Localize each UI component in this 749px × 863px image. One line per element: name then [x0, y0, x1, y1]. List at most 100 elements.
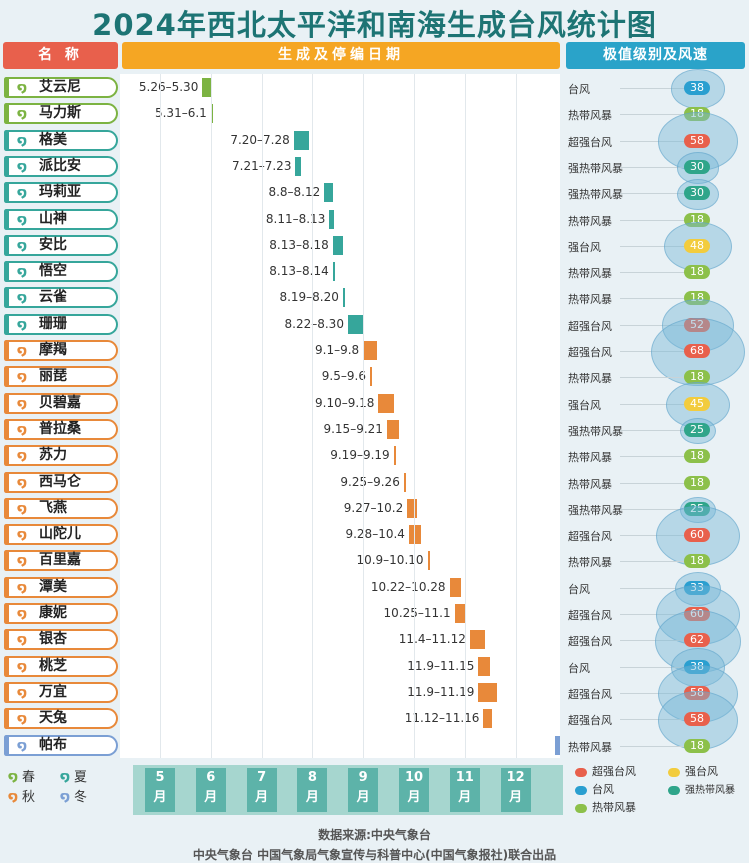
level-label: 台风 [568, 83, 590, 96]
level-label: 超强台风 [568, 714, 612, 728]
leader-line [620, 666, 690, 668]
table-row: ໑ 山陀儿 9.28–10.4 超强台风 60 [0, 505, 749, 567]
season-legend-item: ໑冬 [60, 786, 87, 805]
wind-speed: 48 [684, 238, 710, 253]
leader-line [620, 508, 690, 510]
season-legend-item: ໑春 [8, 766, 35, 785]
leader-line [620, 193, 690, 195]
level-legend-item: 热带风暴 [575, 799, 636, 815]
typhoon-icon: ໑ [17, 107, 28, 123]
typhoon-icon: ໑ [17, 370, 28, 386]
level-label: 强热带风暴 [568, 503, 623, 517]
table-row: ໑ 悟空 8.13–8.14 热带风暴 18 [0, 259, 749, 285]
table-row: ໑ 艾云尼 5.26–5.30 台风 38 [0, 69, 749, 109]
typhoon-icon: ໑ [17, 81, 28, 96]
chart-title: 2024年西北太平洋和南海生成台风统计图 [92, 8, 657, 42]
level-legend-item: 台风 [575, 781, 614, 797]
date-label: 8.8–8.12 [268, 185, 321, 200]
duration-bar [293, 130, 309, 150]
typhoon-name: ໑ 银杏 [4, 629, 118, 651]
name-label: 山神 [39, 210, 67, 227]
duration-bar [342, 288, 345, 308]
season-label: 冬 [74, 790, 88, 805]
typhoon-icon: ໑ [17, 238, 28, 254]
leader-line [620, 324, 690, 326]
typhoon-name: ໑ 万宜 [4, 681, 118, 703]
date-label: 10.25–11.1 [383, 606, 451, 620]
leader-line [620, 456, 690, 458]
typhoon-name: ໑ 贝碧嘉 [4, 392, 118, 414]
leader-line [620, 535, 690, 537]
gridline [414, 74, 415, 758]
name-label: 飞燕 [39, 499, 67, 516]
date-label: 9.5–9.6 [321, 369, 366, 384]
date-label: 11.12–11.16 [404, 711, 480, 726]
name-label: 格美 [39, 131, 67, 148]
typhoon-name: ໑ 丽琵 [4, 366, 118, 388]
table-row: ໑ 帕布 热带风暴 18 [0, 733, 749, 759]
duration-bar [332, 235, 343, 255]
name-label: 天兔 [39, 710, 67, 727]
leader-line [620, 403, 690, 405]
wind-speed: 18 [684, 370, 710, 385]
name-label: 百里嘉 [39, 552, 81, 569]
duration-bar [363, 341, 377, 360]
table-row: ໑ 天兔 11.12–11.16 超强台风 58 [0, 690, 749, 750]
leader-line [620, 561, 690, 563]
wind-speed: 30 [684, 159, 710, 174]
duration-bar [478, 656, 491, 676]
level-label: 超强台风 [568, 135, 612, 149]
wind-speed: 18 [684, 554, 710, 569]
typhoon-name: ໑ 马力斯 [4, 103, 118, 125]
level-label: 热带风暴 [568, 556, 612, 570]
level-label: 热带风暴 [568, 109, 612, 123]
leader-line [620, 614, 690, 615]
typhoon-name: ໑ 玛莉亚 [4, 182, 118, 204]
name-label: 万宜 [39, 683, 67, 700]
typhoon-name: ໑ 普拉桑 [4, 418, 118, 440]
name-label: 苏力 [39, 447, 67, 464]
name-label: 银杏 [39, 631, 67, 648]
typhoon-icon: ໑ [17, 159, 28, 175]
level-dot [575, 767, 587, 777]
typhoon-name: ໑ 安比 [4, 234, 118, 256]
table-row: ໑ 格美 7.20–7.28 超强台风 58 [0, 112, 749, 171]
date-label: 9.19–9.19 [330, 448, 390, 463]
duration-bar [449, 577, 462, 597]
wind-speed: 18 [684, 265, 710, 280]
date-label: 9.27–10.2 [343, 500, 404, 515]
gridline [210, 74, 212, 758]
level-dot [575, 803, 587, 813]
date-label: 11.9–11.19 [407, 684, 475, 699]
typhoon-icon: ໑ [17, 317, 28, 333]
level-legend-item: 强台风 [668, 763, 718, 779]
date-label: 11.4–11.12 [398, 632, 466, 647]
table-row: ໑桃芝 11.9–11.15 台风 38 [0, 648, 749, 688]
chart-area [120, 74, 560, 758]
typhoon-icon: ໑ [60, 790, 71, 805]
leader-line [620, 587, 690, 589]
name-label: 珊珊 [39, 315, 67, 332]
date-label: 11.9–11.15 [407, 658, 475, 673]
level-label: 强热带风暴 [685, 785, 735, 796]
table-row: ໑马力斯 5.31–6.1 热带风暴 18 [0, 101, 749, 127]
name-label: 西马仑 [39, 473, 81, 490]
leader-line [620, 692, 690, 694]
season-label: 秋 [22, 790, 36, 805]
name-label: 安比 [39, 236, 67, 253]
wind-speed: 18 [684, 449, 710, 464]
date-label: 5.26–5.30 [138, 80, 199, 94]
level-legend-item: 超强台风 [575, 763, 636, 779]
table-row: ໑ 普拉桑 9.15–9.21 强热带风暴 25 [0, 417, 749, 445]
typhoon-icon: ໑ [17, 738, 28, 754]
data-source: 数据来源:中央气象台 [318, 828, 431, 842]
table-row: ໑康妮 10.25–11.1 超强台风 60 [0, 584, 749, 646]
gridline [515, 74, 517, 758]
typhoon-name: ໑ 桃芝 [4, 655, 118, 677]
duration-bar [454, 604, 467, 623]
gridline [363, 74, 365, 758]
duration-bar [393, 446, 396, 466]
typhoon-name: ໑ 云雀 [4, 287, 118, 309]
credit: 中央气象台 中国气象局气象宣传与科普中心(中国气象报社)联合出品 [192, 848, 557, 862]
gridline [312, 74, 314, 758]
